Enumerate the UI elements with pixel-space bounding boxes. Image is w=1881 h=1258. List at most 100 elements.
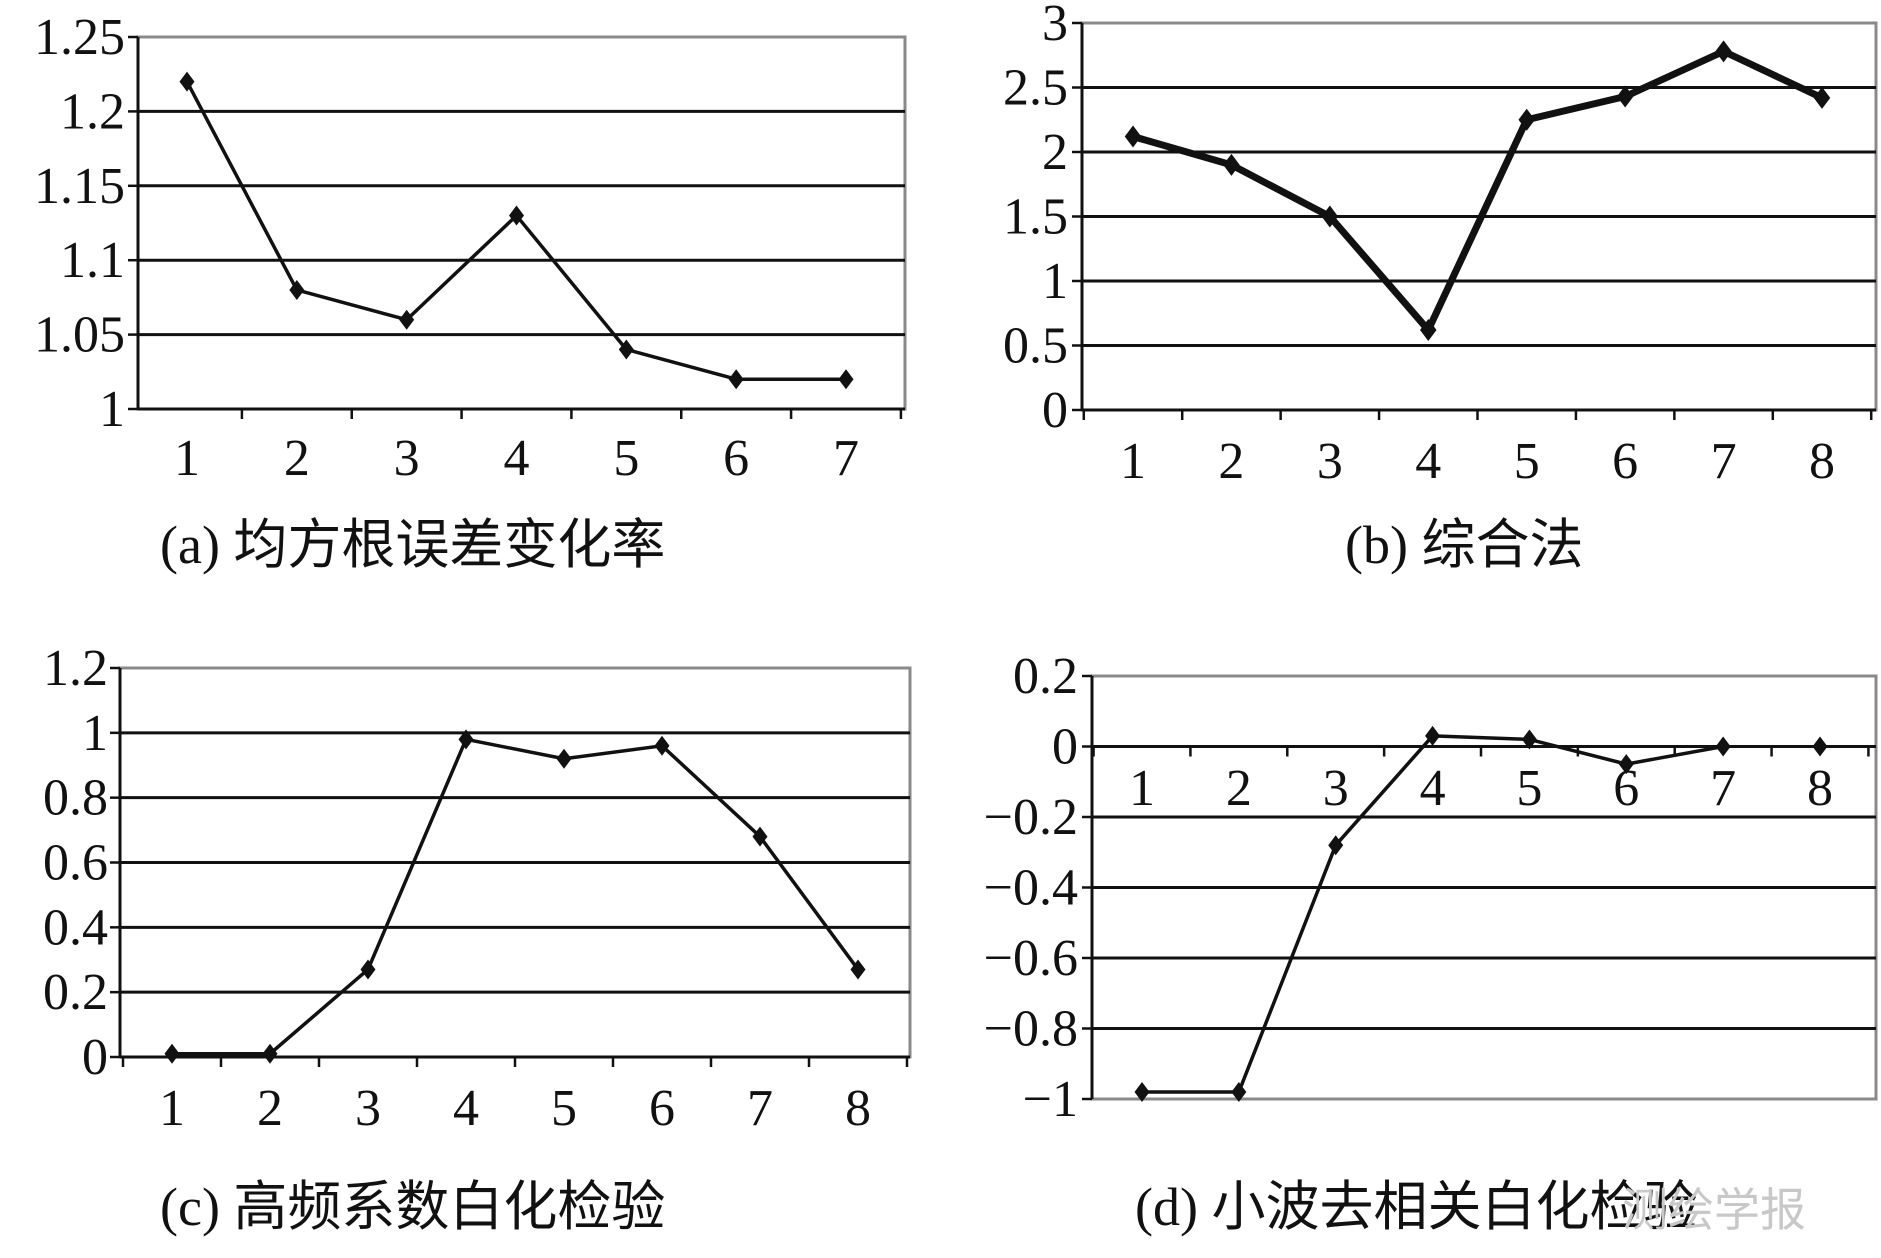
data-point [1715, 40, 1732, 63]
x-tick-label: 7 [833, 430, 859, 487]
y-tick-label: −0.2 [984, 789, 1078, 846]
x-tick-label: 2 [284, 430, 310, 487]
x-tick-label: 3 [1317, 433, 1343, 490]
x-tick-label: 5 [1514, 433, 1540, 490]
y-tick-label: 0.2 [1013, 648, 1078, 705]
data-point [850, 959, 866, 980]
x-tick-label: 7 [1710, 760, 1736, 817]
data-point [289, 279, 305, 300]
data-point [556, 748, 572, 769]
x-tick-label: 5 [1516, 760, 1542, 817]
series-line [1132, 47, 1824, 334]
y-tick-label: 2.5 [1003, 60, 1068, 117]
chart-caption: (b) 综合法 [1345, 515, 1583, 575]
y-tick-label: 1.5 [1003, 189, 1068, 246]
data-point [1124, 125, 1142, 148]
x-tick-label: 6 [1612, 433, 1638, 490]
data-point [838, 369, 854, 390]
y-tick-label: 1.2 [43, 640, 108, 697]
x-tick-label: 7 [1711, 433, 1737, 490]
chart-panel-b: 0 0.5 1 1.5 2 2.5 3 1 2 3 4 5 6 7 8 (b) 综合法 [1003, 0, 1878, 575]
data-point [1223, 153, 1240, 176]
data-point [179, 71, 195, 92]
data-point [458, 729, 474, 750]
y-tick-label: 0 [1042, 382, 1068, 439]
data-point [360, 959, 376, 980]
x-tick-label: 2 [257, 1080, 283, 1137]
y-tick-label: 0.4 [43, 899, 108, 956]
x-tick-label: 3 [355, 1080, 381, 1137]
data-point [262, 1043, 278, 1064]
data-point [1812, 736, 1828, 757]
x-tick-label: 4 [1415, 433, 1441, 490]
y-tick-label: 0.5 [1003, 318, 1068, 375]
y-tick-label: 1.15 [34, 158, 125, 215]
x-tick-label: 8 [845, 1080, 871, 1137]
data-point [164, 1043, 180, 1064]
x-tick-label: 2 [1218, 433, 1244, 490]
chart-panel-c: 0 0.2 0.4 0.6 0.8 1 1.2 1 2 3 4 5 6 7 8 (c) 高频系数白化检验 [43, 640, 912, 1237]
y-tick-label: 3 [1042, 0, 1068, 52]
chart-panel-a: 1 1.05 1.1 1.15 1.2 1.25 1 2 3 4 5 6 7 (a) 均方根误差变化率 [34, 9, 907, 575]
y-tick-label: 1.1 [60, 232, 125, 289]
x-tick-label: 1 [1129, 760, 1155, 817]
x-tick-label: 1 [159, 1080, 185, 1137]
chart-caption: (a) 均方根误差变化率 [160, 515, 665, 575]
x-tick-label: 7 [747, 1080, 773, 1137]
data-point [1321, 205, 1339, 228]
chart-caption: (d) 小波去相关白化检验 [1135, 1177, 1697, 1237]
series-line [172, 737, 860, 1056]
data-point [654, 735, 670, 756]
y-tick-label: 0.8 [43, 770, 108, 827]
data-point [509, 205, 524, 226]
y-tick-label: 0 [1052, 719, 1078, 776]
x-tick-label: 5 [613, 430, 639, 487]
y-tick-label: 1 [99, 381, 125, 438]
data-point [618, 339, 634, 360]
y-tick-label: 0.6 [43, 835, 108, 892]
chart-panel-d: −1−0.8−0.6−0.4−0.200.21 2 3 4 5 6 7 8(d) 小波去相关白… [984, 648, 1878, 1237]
data-point [399, 309, 415, 330]
data-point [1715, 736, 1731, 757]
x-tick-label: 5 [551, 1080, 577, 1137]
data-point [1134, 1081, 1150, 1102]
data-point [1813, 86, 1831, 109]
x-tick-label: 4 [453, 1080, 479, 1137]
data-point [1328, 835, 1344, 856]
y-tick-label: 2 [1042, 124, 1068, 181]
data-point [1518, 108, 1535, 131]
watermark: 测绘学报 [1622, 1183, 1806, 1237]
y-tick-label: 1.05 [34, 307, 125, 364]
x-tick-label: 6 [723, 430, 749, 487]
x-tick-label: 8 [1809, 433, 1835, 490]
x-tick-label: 1 [174, 430, 200, 487]
x-tick-label: 3 [394, 430, 420, 487]
data-point [752, 826, 768, 847]
y-tick-label: −1 [1023, 1071, 1078, 1128]
data-point [1425, 725, 1441, 746]
x-tick-label: 4 [1420, 760, 1446, 817]
y-tick-label: 1 [82, 705, 108, 762]
data-point [1420, 319, 1437, 342]
y-tick-label: −0.4 [984, 860, 1078, 917]
x-tick-label: 3 [1323, 760, 1349, 817]
y-tick-label: −0.6 [984, 930, 1078, 987]
data-point [728, 369, 744, 390]
x-tick-label: 2 [1226, 760, 1252, 817]
x-tick-label: 4 [504, 430, 530, 487]
x-tick-label: 8 [1807, 760, 1833, 817]
x-tick-label: 6 [649, 1080, 675, 1137]
x-tick-label: 1 [1120, 433, 1146, 490]
y-tick-label: −0.8 [984, 1001, 1078, 1058]
y-tick-label: 1.25 [34, 9, 125, 66]
y-tick-label: 1 [1042, 253, 1068, 310]
data-point [1231, 1081, 1247, 1102]
y-tick-label: 0 [82, 1029, 108, 1086]
chart-caption: (c) 高频系数白化检验 [160, 1177, 665, 1237]
y-tick-label: 1.2 [60, 83, 125, 140]
data-point [1521, 729, 1537, 750]
y-tick-label: 0.2 [43, 964, 108, 1021]
data-point [1618, 754, 1634, 775]
data-point [1616, 85, 1634, 108]
